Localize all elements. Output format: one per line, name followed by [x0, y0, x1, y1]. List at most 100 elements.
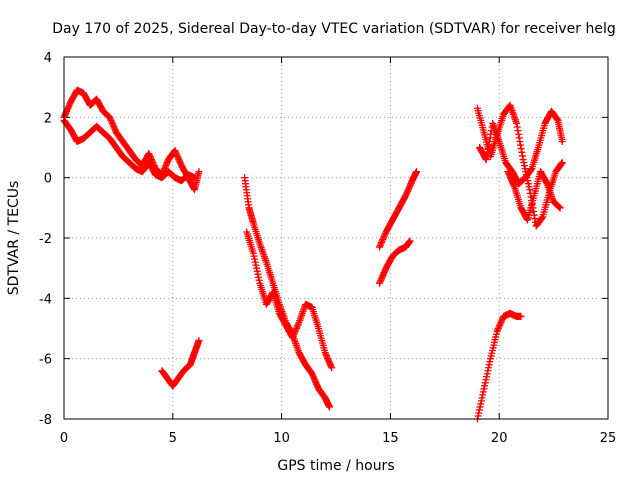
axis-ticks: 0 5 10 15 20 25 -8 -6 -4 -2 0 2 4	[39, 51, 616, 446]
data-point	[519, 156, 527, 164]
data-point	[174, 153, 182, 161]
data-point	[481, 379, 489, 387]
data-point	[61, 110, 69, 118]
data-point	[378, 237, 386, 245]
x-tick-label: 5	[169, 431, 177, 446]
data-point	[474, 412, 482, 420]
data-point	[108, 118, 116, 126]
series-segment-5	[243, 228, 336, 372]
data-point	[558, 159, 566, 167]
data-point	[381, 267, 389, 275]
data-point	[517, 145, 525, 153]
series-segment-7	[376, 237, 414, 287]
y-tick-label: -2	[39, 232, 52, 247]
data-point	[289, 332, 297, 340]
data-point	[162, 162, 170, 170]
data-point	[176, 157, 184, 165]
data-point	[292, 325, 300, 332]
x-tick-label: 15	[382, 431, 399, 446]
data-point	[479, 388, 487, 396]
x-tick-label: 25	[600, 431, 617, 446]
x-tick-label: 10	[273, 431, 290, 446]
data-point	[311, 377, 319, 385]
data-point	[379, 270, 387, 278]
data-point	[516, 137, 524, 145]
data-point	[508, 178, 516, 186]
data-point	[526, 186, 534, 194]
data-point	[498, 317, 506, 325]
data-point	[251, 258, 259, 266]
data-point	[494, 326, 502, 334]
data-point	[515, 134, 523, 142]
data-point	[482, 376, 490, 384]
data-point	[507, 174, 515, 182]
data-point	[311, 376, 319, 384]
data-point	[255, 273, 263, 281]
data-point	[505, 171, 513, 179]
data-point	[324, 355, 332, 363]
data-point	[482, 156, 490, 164]
data-point	[377, 276, 385, 284]
data-point	[321, 349, 329, 357]
data-point	[510, 181, 518, 189]
data-point	[403, 189, 411, 197]
data-point	[477, 397, 485, 405]
data-point	[475, 409, 483, 417]
data-point	[520, 159, 528, 167]
data-point	[376, 242, 384, 250]
data-point	[309, 373, 317, 381]
data-point	[520, 162, 528, 170]
data-point	[538, 214, 546, 222]
data-point	[253, 267, 261, 275]
data-point	[379, 234, 387, 242]
data-point	[176, 159, 184, 167]
y-tick-label: 0	[44, 172, 52, 187]
data-point	[175, 156, 183, 164]
data-point	[146, 153, 154, 161]
data-point	[294, 321, 302, 329]
data-point	[377, 239, 385, 247]
data-point	[481, 382, 489, 390]
x-axis-label: GPS time / hours	[277, 458, 394, 474]
data-point	[292, 326, 300, 334]
data-point	[558, 159, 566, 167]
x-tick-label: 0	[60, 431, 68, 446]
data-point	[508, 177, 516, 185]
series-segment-8	[473, 309, 525, 423]
data-point	[376, 243, 384, 251]
data-point	[106, 115, 114, 123]
data-point	[313, 382, 321, 390]
x-tick-label: 20	[491, 431, 508, 446]
data-point	[475, 406, 483, 414]
data-point	[483, 370, 491, 378]
data-point	[556, 204, 564, 212]
data-point	[509, 180, 517, 188]
data-point	[195, 337, 203, 345]
y-axis-label: SDTVAR / TECUs	[6, 181, 22, 296]
data-point	[313, 380, 321, 388]
data-point	[517, 141, 525, 149]
data-point	[483, 148, 491, 156]
data-point	[328, 364, 336, 372]
data-point	[524, 180, 532, 188]
data-point	[523, 215, 531, 223]
data-point	[309, 371, 317, 379]
data-point	[478, 394, 486, 402]
data-point	[496, 320, 504, 328]
data-point	[323, 353, 331, 361]
data-point	[325, 403, 333, 411]
data-point	[106, 113, 114, 121]
data-point	[477, 400, 485, 408]
data-point	[64, 104, 72, 112]
y-tick-label: -8	[39, 413, 52, 428]
data-point	[65, 103, 73, 111]
data-point	[404, 187, 412, 195]
data-point	[254, 270, 262, 278]
data-point	[487, 130, 495, 138]
data-point	[173, 151, 181, 159]
data-point	[381, 231, 389, 239]
data-point	[378, 273, 386, 281]
data-point	[147, 154, 155, 162]
data-point	[558, 137, 566, 145]
data-point	[290, 331, 298, 339]
